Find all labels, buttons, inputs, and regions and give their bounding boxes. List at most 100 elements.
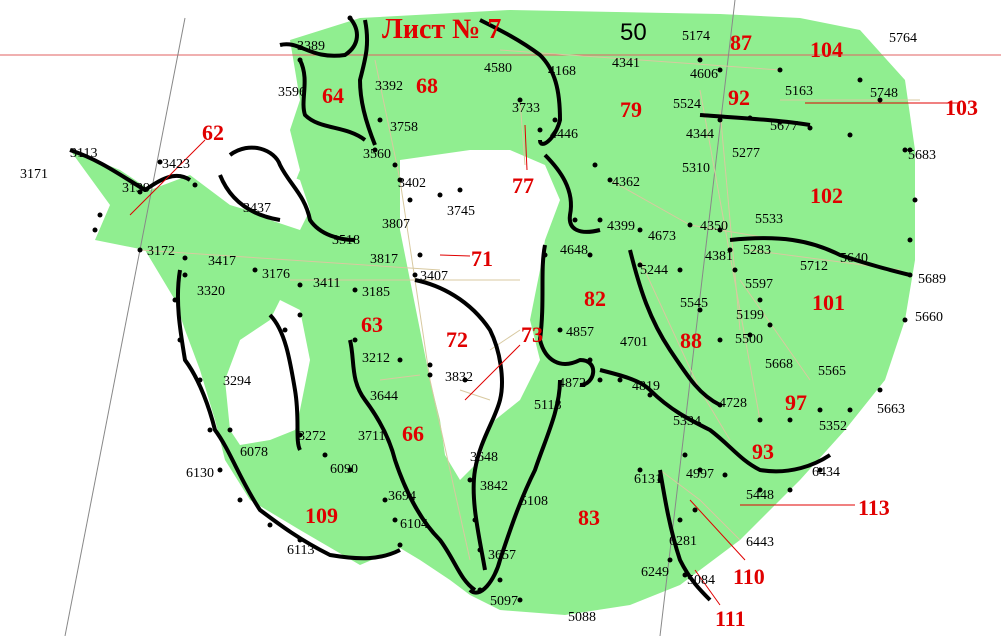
survey-dot (427, 372, 433, 378)
sheet-title: Лист № 7 (382, 14, 501, 45)
survey-dot (637, 467, 643, 473)
point-number: 4381 (705, 249, 733, 264)
survey-dot (667, 557, 673, 563)
point-number: 4701 (620, 335, 648, 350)
survey-dot (297, 432, 303, 438)
plot-label: 110 (733, 564, 765, 589)
point-number: 3758 (390, 120, 418, 135)
point-number: 5283 (743, 243, 771, 258)
point-number: 5524 (673, 97, 701, 112)
point-number: 5088 (568, 610, 596, 625)
survey-dot (727, 247, 733, 253)
survey-dot (217, 467, 223, 473)
survey-dot (697, 467, 703, 473)
point-number: 3407 (420, 269, 448, 284)
survey-dot (877, 387, 883, 393)
survey-dot (717, 67, 723, 73)
survey-dot (747, 115, 753, 121)
survey-dot (697, 307, 703, 313)
point-number: 3411 (313, 276, 340, 291)
survey-dot (267, 522, 273, 528)
point-number: 5689 (918, 272, 946, 287)
survey-dot (282, 327, 288, 333)
point-number: 3832 (445, 370, 473, 385)
point-number: 4673 (648, 229, 676, 244)
survey-dot (757, 487, 763, 493)
point-number: 4341 (612, 56, 640, 71)
plot-label: 93 (752, 439, 774, 464)
point-number: 5163 (785, 84, 813, 99)
survey-dot (352, 337, 358, 343)
survey-dot (392, 162, 398, 168)
point-number: 3437 (243, 201, 271, 216)
survey-dot (412, 272, 418, 278)
survey-dot (197, 377, 203, 383)
survey-dot (777, 119, 783, 125)
survey-dot (557, 327, 563, 333)
survey-dot (847, 132, 853, 138)
plot-label: 63 (361, 312, 383, 337)
point-number: 5108 (520, 494, 548, 509)
point-number: 3392 (375, 79, 403, 94)
survey-dot (462, 377, 468, 383)
survey-dot (297, 57, 303, 63)
point-number: 5748 (870, 86, 898, 101)
plot-label: 111 (715, 606, 746, 631)
point-number: 6249 (641, 565, 669, 580)
point-number: 5683 (908, 148, 936, 163)
survey-dot (717, 337, 723, 343)
survey-dot (907, 272, 913, 278)
survey-dot (182, 272, 188, 278)
plot-label: 113 (858, 495, 890, 520)
plot-label: 83 (578, 505, 600, 530)
survey-dot (322, 452, 328, 458)
thick-boundaries (69, 16, 911, 602)
survey-dot (777, 67, 783, 73)
point-number: 5097 (490, 594, 518, 609)
survey-dot (607, 177, 613, 183)
point-number: 4168 (548, 64, 576, 79)
survey-dot (732, 267, 738, 273)
point-number: 4648 (560, 243, 588, 258)
survey-dot (417, 252, 423, 258)
point-number: 3272 (298, 429, 326, 444)
parcel-boundaries (139, 49, 920, 561)
plot-number-labels: 62 64 68 71 72 73 63 66 77 79 82 83 87 8… (202, 30, 978, 631)
point-number: 5597 (745, 277, 773, 292)
point-number: 3711 (358, 429, 385, 444)
point-number: 5199 (736, 308, 764, 323)
point-number: 3139 (122, 181, 150, 196)
survey-dot (637, 227, 643, 233)
survey-dot (587, 357, 593, 363)
plot-label: 102 (810, 183, 843, 208)
point-number-labels: 3171 3113 3423 3139 3437 3389 3596 3392 3758 3560… (20, 29, 946, 625)
point-number: 3185 (362, 285, 390, 300)
point-number: 4997 (686, 467, 714, 482)
point-number: 5084 (687, 573, 715, 588)
survey-dot (137, 247, 143, 253)
point-number: 4350 (700, 219, 728, 234)
survey-dot (177, 337, 183, 343)
survey-dot (397, 357, 403, 363)
point-number: 5277 (732, 146, 760, 161)
point-number: 3389 (297, 39, 325, 54)
survey-dot (592, 162, 598, 168)
plot-label: 87 (730, 30, 752, 55)
survey-dot (767, 322, 773, 328)
point-number: 3694 (388, 489, 416, 504)
survey-dot (517, 97, 523, 103)
survey-dot (407, 197, 413, 203)
survey-dot (297, 537, 303, 543)
point-number: 6131 (634, 472, 662, 487)
point-number: 4344 (686, 127, 714, 142)
plot-label: 64 (322, 83, 344, 108)
point-number: 4728 (719, 396, 747, 411)
point-number: 3417 (208, 254, 236, 269)
point-number: 6113 (287, 543, 314, 558)
plot-label: 103 (945, 95, 978, 120)
point-number: 3518 (332, 233, 360, 248)
point-number: 5310 (682, 161, 710, 176)
survey-dot (757, 297, 763, 303)
plot-label: 72 (446, 327, 468, 352)
